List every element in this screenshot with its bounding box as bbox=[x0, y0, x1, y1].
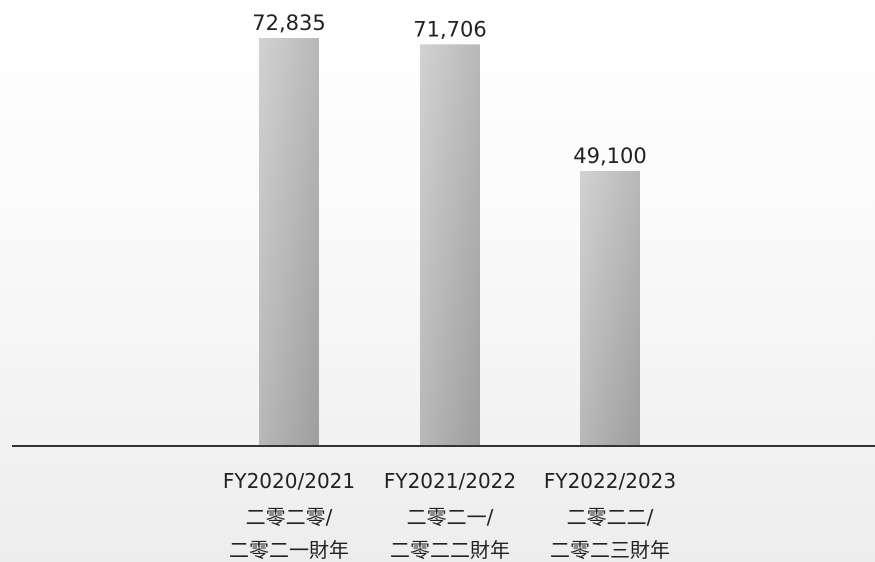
category-label-2-line-1: FY2021/2022 bbox=[384, 469, 516, 493]
category-label-3-line-2: 二零二二/ bbox=[567, 505, 654, 529]
category-label-2-line-3: 二零二二財年 bbox=[390, 538, 510, 562]
category-label-1-line-2: 二零二零/ bbox=[246, 505, 333, 529]
bars-group bbox=[259, 38, 640, 447]
category-label-2-line-2: 二零二一/ bbox=[407, 505, 494, 529]
category-label-3-line-3: 二零二三財年 bbox=[550, 538, 670, 562]
category-labels-group: FY2020/2021 二零二零/二零二一財年 FY2021/2022 二零二一/二零… bbox=[223, 469, 676, 562]
value-label-1: 72,835 bbox=[252, 11, 325, 35]
value-label-2: 71,706 bbox=[413, 17, 486, 41]
category-label-1-line-1: FY2020/2021 bbox=[223, 469, 355, 493]
bar-3 bbox=[580, 170, 640, 446]
category-label-3-line-1: FY2022/2023 bbox=[544, 469, 676, 493]
bar-2 bbox=[420, 44, 480, 447]
category-label-1-line-3: 二零二一財年 bbox=[229, 538, 349, 562]
value-label-3: 49,100 bbox=[573, 144, 646, 168]
value-labels-group: 72,835 71,706 49,100 bbox=[252, 11, 646, 168]
bar-1 bbox=[259, 38, 319, 446]
